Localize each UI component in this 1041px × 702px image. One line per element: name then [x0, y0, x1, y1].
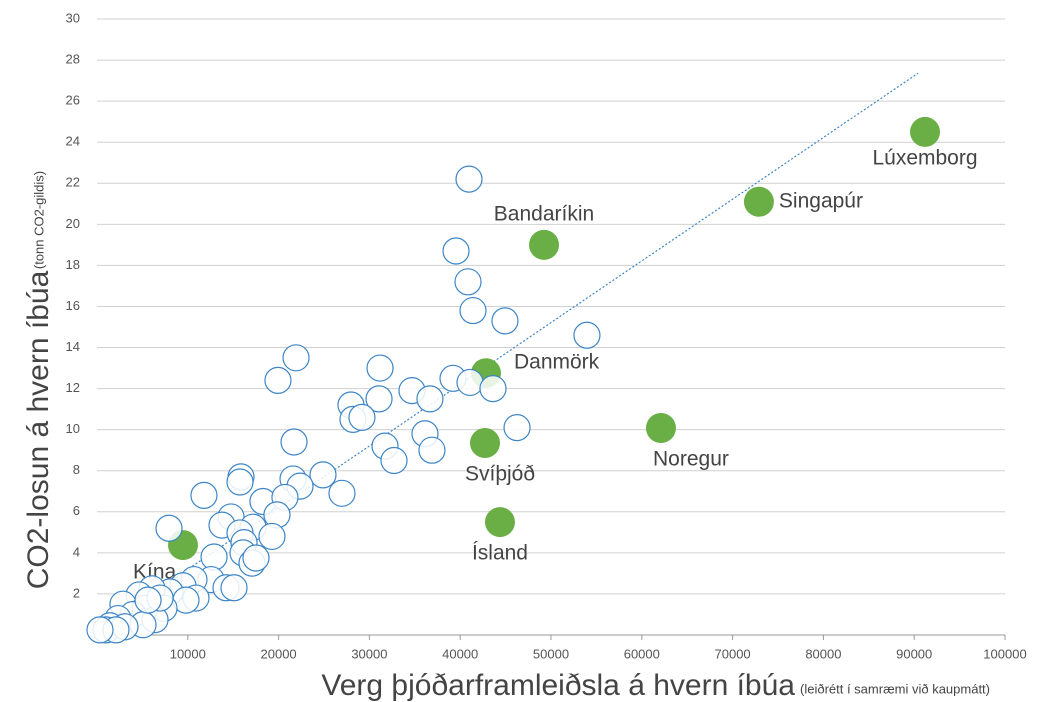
point [416, 385, 444, 413]
x-tick-label: 90000 [896, 646, 932, 661]
point [220, 574, 248, 602]
highlight-point [484, 507, 515, 538]
y-tick-label: 2 [73, 585, 80, 600]
y-tick-label: 28 [66, 52, 80, 67]
x-axis-label: Verg þjóðarframleiðsla á hvern íbúa [321, 669, 795, 702]
point [491, 307, 519, 335]
point-label: Singapúr [779, 189, 863, 212]
point [348, 403, 376, 431]
point [200, 543, 228, 571]
y-tick-label: 26 [66, 93, 80, 108]
point [365, 385, 393, 413]
point [366, 354, 394, 382]
x-tick-label: 50000 [533, 646, 569, 661]
point-label: Bandaríkin [494, 202, 594, 225]
point [86, 616, 114, 644]
y-tick-label: 24 [66, 134, 80, 149]
point-label: Ísland [472, 542, 528, 565]
point [328, 479, 356, 507]
point-label: Kína [133, 561, 177, 584]
point [282, 344, 310, 372]
y-tick-label: 20 [66, 216, 80, 231]
point-label: Noregur [653, 448, 729, 471]
point [454, 268, 482, 296]
x-tick-label: 20000 [261, 646, 297, 661]
point [309, 461, 337, 489]
y-tick-label: 14 [66, 339, 80, 354]
y-tick-label: 4 [73, 544, 80, 559]
y-tick-label: 8 [73, 462, 80, 477]
point [190, 481, 218, 509]
point [456, 368, 484, 397]
y-tick-label: 6 [73, 503, 80, 518]
x-tick-label: 80000 [805, 646, 841, 661]
point [242, 544, 270, 572]
point [258, 522, 286, 551]
point [459, 296, 487, 325]
point-label: Danmörk [514, 351, 600, 374]
y-axis-label: CO2-losun á hvern íbúa [22, 270, 55, 589]
point [455, 165, 483, 193]
point [134, 586, 162, 614]
point [155, 514, 183, 542]
point-label: Lúxemborg [872, 146, 977, 169]
highlight-point [469, 428, 500, 459]
point [573, 321, 601, 349]
point [442, 237, 470, 265]
y-tick-label: 18 [66, 257, 80, 272]
x-tick-label: 100000 [983, 646, 1026, 661]
point [264, 366, 292, 394]
y-axis-note: (tonn CO2-gildis) [31, 171, 46, 269]
x-tick-label: 40000 [442, 646, 478, 661]
point [503, 414, 531, 442]
point [226, 468, 254, 496]
x-tick-label: 30000 [351, 646, 387, 661]
point [479, 375, 507, 403]
x-axis-note: (leiðrétt í samræmi við kaupmátt) [800, 681, 990, 696]
point [280, 428, 308, 456]
y-tick-label: 16 [66, 298, 80, 313]
point-label: Svíþjóð [465, 463, 535, 486]
y-tick-label: 12 [66, 380, 80, 395]
x-tick-label: 60000 [624, 646, 660, 661]
point [380, 446, 408, 475]
y-tick-label: 10 [66, 421, 80, 436]
x-tick-label: 70000 [715, 646, 751, 661]
highlight-point [529, 229, 560, 260]
point [418, 436, 446, 464]
highlight-point [645, 413, 676, 444]
x-tick-label: 10000 [170, 646, 206, 661]
highlight-point [743, 186, 774, 217]
y-tick-label: 22 [66, 175, 80, 190]
y-tick-label: 30 [66, 10, 80, 25]
highlight-point [910, 116, 941, 147]
